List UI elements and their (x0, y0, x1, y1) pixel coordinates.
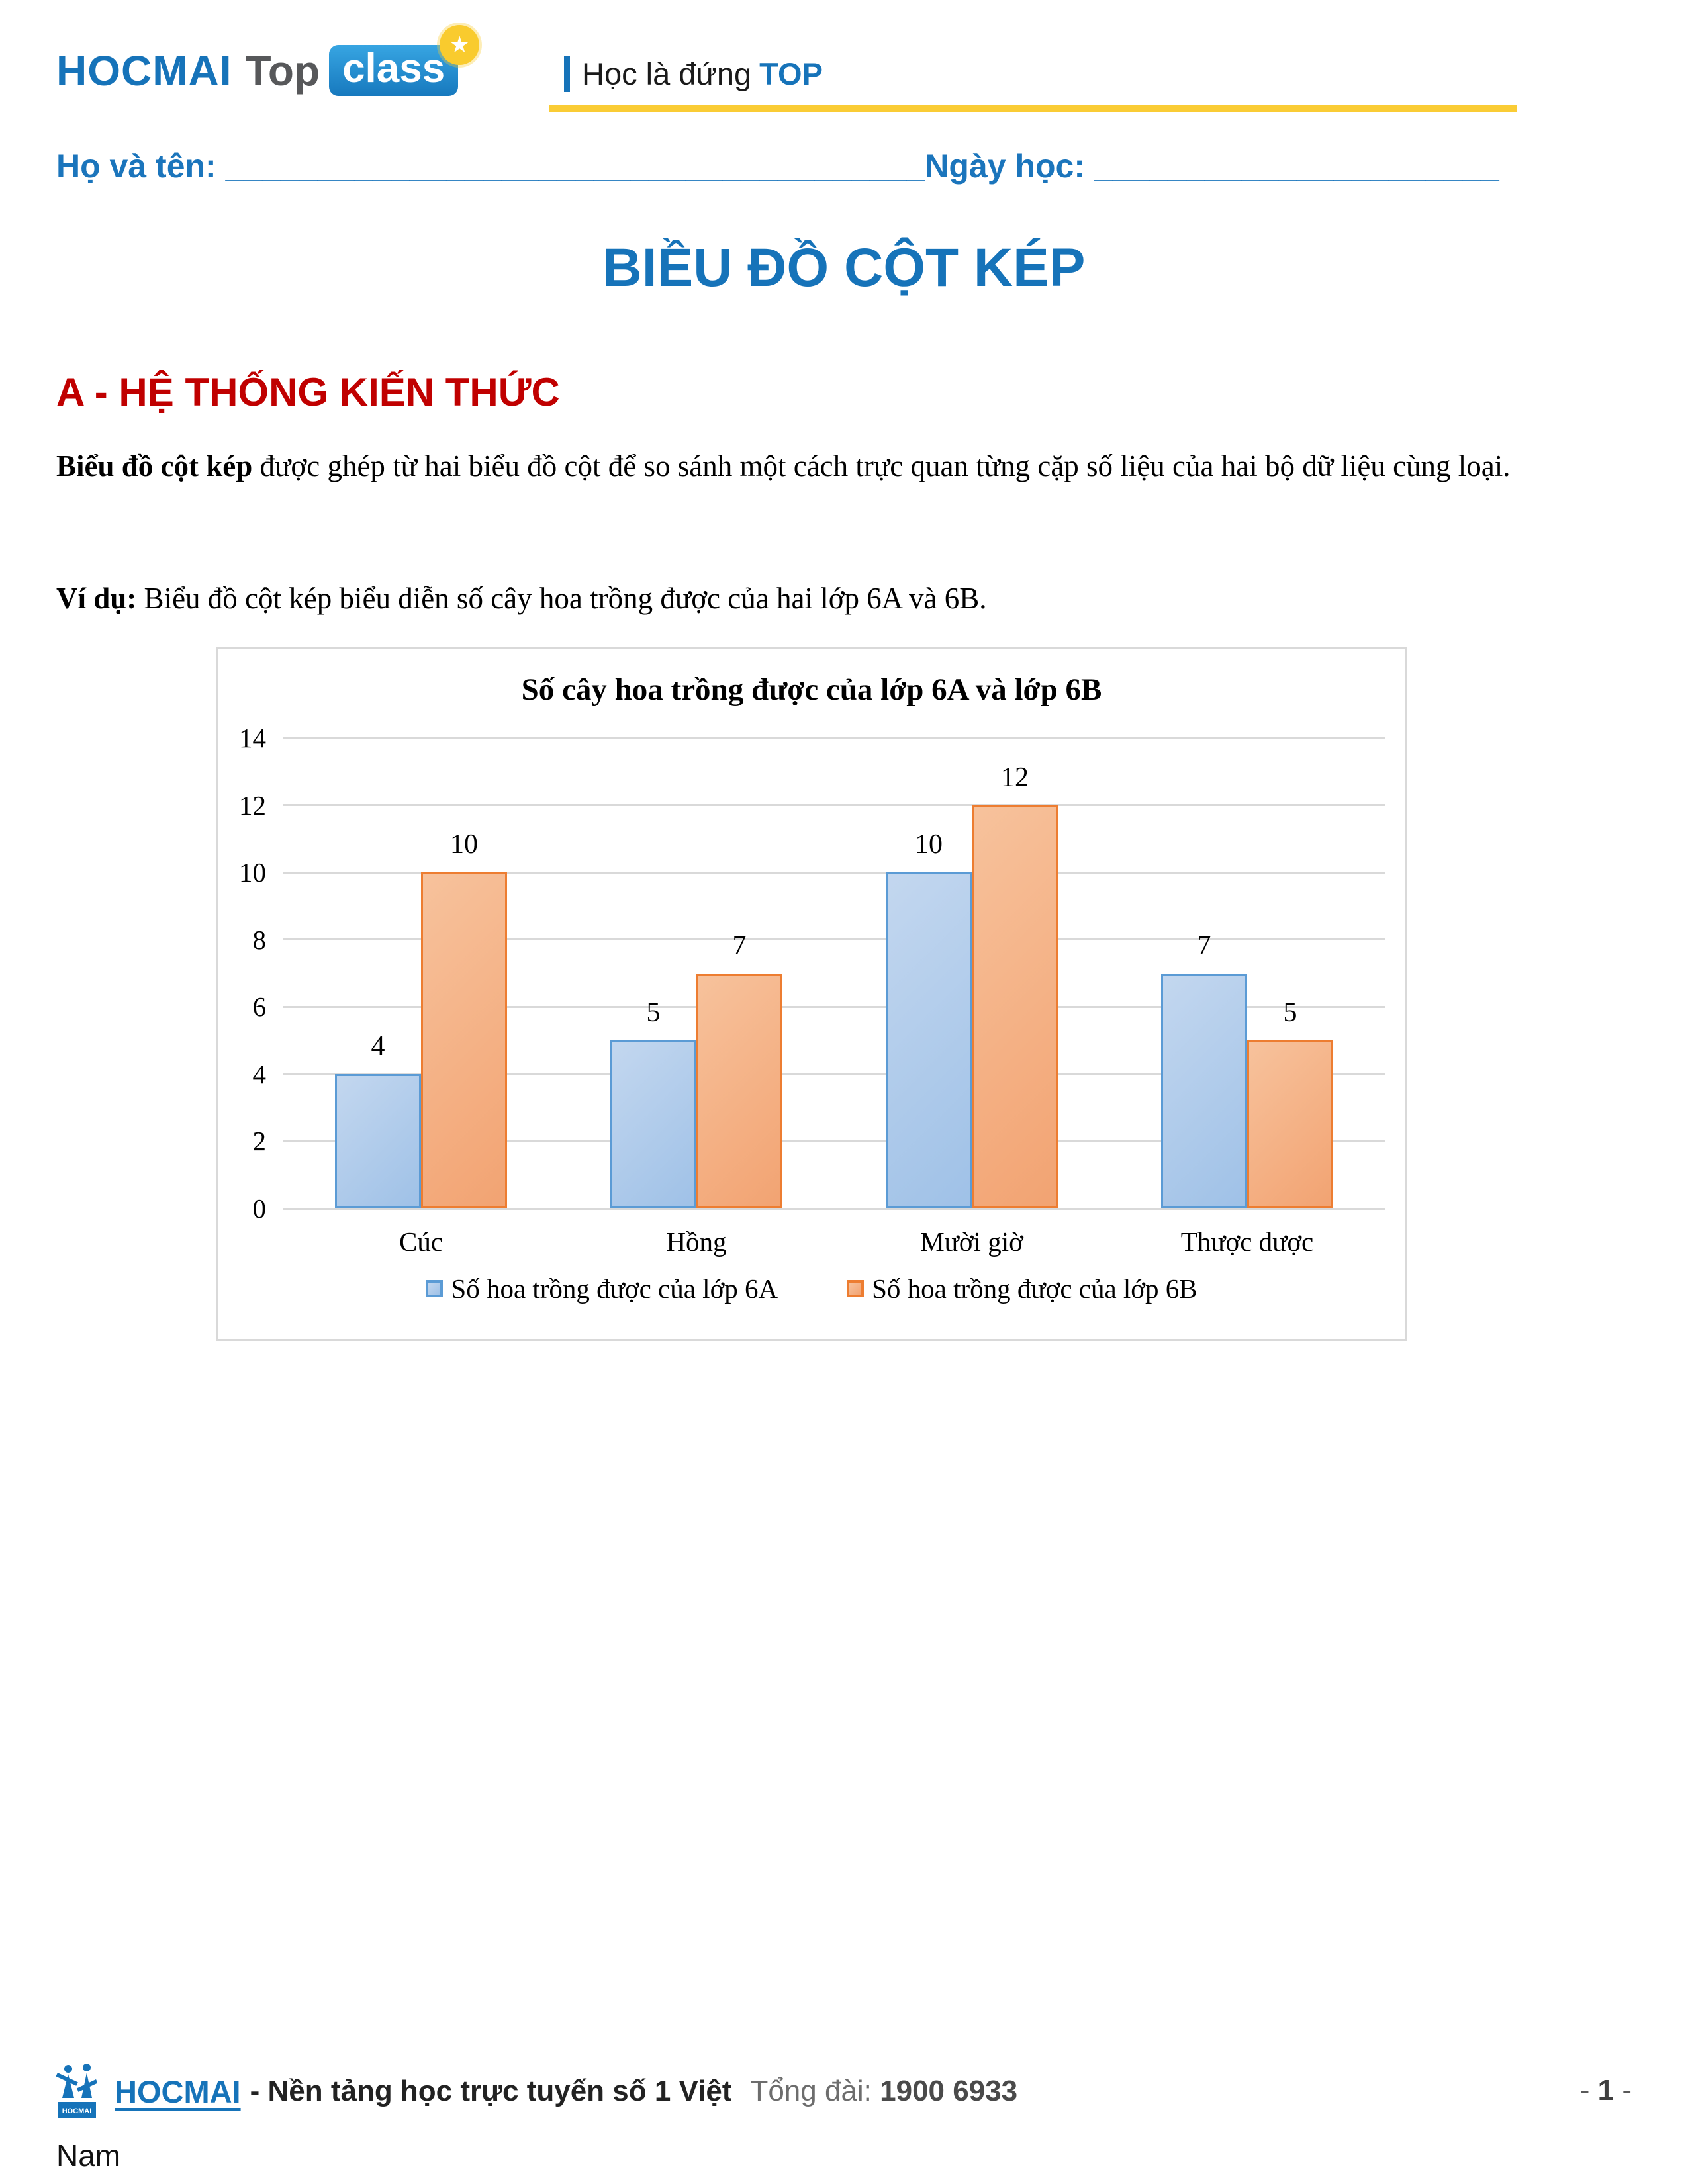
bar-value-label: 5 (1283, 997, 1297, 1028)
bar-value-label: 10 (450, 829, 478, 860)
double-bar-chart: Số cây hoa trồng được của lớp 6A và lớp … (216, 647, 1407, 1341)
hocmai-logo-icon: HOCMAI (56, 2064, 97, 2118)
page-title: BIỀU ĐỒ CỘT KÉP (602, 238, 1086, 298)
logo-hocmai-text: HOCMAI (56, 46, 232, 95)
y-tick-label: 10 (239, 857, 266, 888)
gridline (283, 1005, 1385, 1008)
hotline-label: Tổng đài: (750, 2075, 880, 2107)
name-blank-field: ______________________________________ (225, 148, 925, 185)
y-tick-label: 12 (239, 790, 266, 821)
example-label: Ví dụ: (56, 582, 137, 615)
tagline-text: Học là đứng (582, 56, 752, 91)
legend-entry-series1: Số hoa trồng được của lớp 6A (426, 1273, 778, 1304)
date-blank-field: ______________________ (1094, 148, 1499, 185)
page-number: - 1 - (1579, 2074, 1632, 2107)
definition-rest: được ghép từ hai biểu đồ cột để so sánh … (252, 449, 1511, 482)
bar-value-label: 4 (371, 1030, 385, 1062)
gridline (283, 1207, 1385, 1210)
hocmai-topclass-logo: HOCMAI Top class ★ (56, 25, 480, 96)
plot-area: 0 2 4 6 8 10 12 14 4 10 Cúc 5 7 Hồng 10 12 Mười giờ 7 5 Thư… (239, 723, 1385, 1257)
gridline (283, 737, 1385, 739)
example-rest: Biểu đồ cột kép biểu diễn số cây hoa trồ… (136, 582, 987, 615)
x-category-label: Cúc (399, 1226, 444, 1257)
x-category-label: Thược dược (1180, 1226, 1314, 1257)
gridline (283, 1140, 1385, 1142)
logo-top-text: Top (245, 46, 320, 95)
x-category-label: Mười giờ (920, 1226, 1023, 1257)
bar-series1-3 (1161, 973, 1247, 1208)
legend-label: Số hoa trồng được của lớp 6A (451, 1273, 778, 1304)
tagline-divider-bar (564, 56, 570, 92)
logo-class-box: class ★ (329, 25, 480, 96)
name-label: Họ và tên: (56, 148, 226, 185)
y-tick-label: 4 (252, 1058, 267, 1089)
bar-value-label: 7 (732, 930, 747, 961)
header-tagline: Học là đứng TOP (564, 56, 823, 92)
footer-line: HOCMAI HOCMAI - Nền tảng học trực tuyến … (56, 2064, 1632, 2119)
y-tick-label: 2 (252, 1126, 267, 1157)
name-date-line: Họ và tên: _____________________________… (56, 147, 1523, 185)
y-tick-label: 0 (252, 1193, 267, 1224)
bar-value-label: 5 (646, 997, 661, 1028)
gridline (283, 938, 1385, 941)
example-line: Ví dụ: Biểu đồ cột kép biểu diễn số cây … (56, 581, 1521, 615)
bar-value-label: 10 (915, 829, 943, 860)
tagline-top-text: TOP (759, 56, 823, 91)
bar-series1-2 (886, 872, 972, 1208)
y-tick-label: 6 (252, 991, 267, 1023)
hocmai-footer-link[interactable]: HOCMAI (115, 2073, 241, 2109)
legend-swatch-icon (847, 1280, 865, 1297)
bar-series1-1 (610, 1040, 696, 1208)
bar-series2-2 (972, 805, 1058, 1208)
footer-description: - Nền tảng học trực tuyến số 1 Việt (250, 2075, 732, 2107)
y-tick-label: 8 (252, 924, 267, 955)
star-icon: ★ (440, 25, 480, 65)
footer-logo-text: HOCMAI (62, 2107, 92, 2115)
chart-title: Số cây hoa trồng được của lớp 6A và lớp … (521, 672, 1102, 707)
bar-value-label: 12 (1001, 762, 1029, 793)
bar-series2-1 (696, 973, 782, 1208)
legend-entry-series2: Số hoa trồng được của lớp 6B (847, 1273, 1197, 1304)
bar-value-label: 7 (1197, 930, 1211, 961)
logo-class-text: class (342, 46, 445, 91)
bar-series1-0 (335, 1073, 421, 1208)
hotline-number: 1900 6933 (880, 2075, 1018, 2107)
footer-wrap-word: Nam (56, 2138, 121, 2173)
x-category-label: Hồng (666, 1226, 727, 1257)
gridline (283, 1073, 1385, 1075)
definition-paragraph: Biểu đồ cột kép được ghép từ hai biểu đồ… (56, 439, 1521, 492)
legend-label: Số hoa trồng được của lớp 6B (872, 1273, 1197, 1304)
date-label: Ngày học: (925, 148, 1094, 185)
bar-series2-0 (421, 872, 507, 1208)
header-underline (549, 105, 1517, 112)
gridline (283, 871, 1385, 874)
footer: HOCMAI HOCMAI - Nền tảng học trực tuyến … (56, 2064, 1632, 2173)
definition-lead: Biểu đồ cột kép (56, 449, 253, 482)
section-a-heading: A - HỆ THỐNG KIẾN THỨC (56, 370, 560, 414)
footer-hotline: Tổng đài: 1900 6933 (750, 2075, 1017, 2108)
chart-legend: Số hoa trồng được của lớp 6A Số hoa trồng… (218, 1273, 1405, 1304)
bar-series2-3 (1247, 1040, 1333, 1208)
gridline (283, 804, 1385, 807)
y-tick-label: 14 (239, 723, 266, 753)
legend-swatch-icon (426, 1280, 444, 1297)
